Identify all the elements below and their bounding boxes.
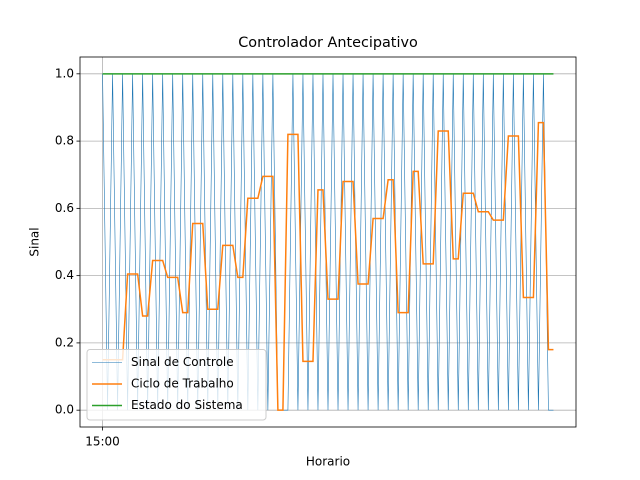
- legend-label: Sinal de Controle: [131, 355, 234, 369]
- y-tick-label: 0.0: [55, 403, 74, 417]
- legend-label: Ciclo de Trabalho: [131, 377, 234, 391]
- y-tick-label: 1.0: [55, 66, 74, 80]
- y-tick-label: 0.4: [55, 268, 74, 282]
- y-tick-label: 0.2: [55, 335, 74, 349]
- x-tick-label: 15:00: [85, 435, 120, 449]
- chart-title: Controlador Antecipativo: [238, 35, 418, 51]
- y-tick-label: 0.8: [55, 134, 74, 148]
- y-axis-label: Sinal: [28, 227, 42, 256]
- legend-box: [86, 349, 267, 421]
- legend: Sinal de Controle Ciclo de Trabalho Estado…: [86, 349, 267, 421]
- x-axis-label: Horario: [306, 455, 350, 469]
- legend-label: Estado do Sistema: [131, 398, 243, 412]
- y-tick-label: 0.6: [55, 201, 74, 215]
- plot-frame: [79, 56, 577, 428]
- series-line: [102, 121, 554, 411]
